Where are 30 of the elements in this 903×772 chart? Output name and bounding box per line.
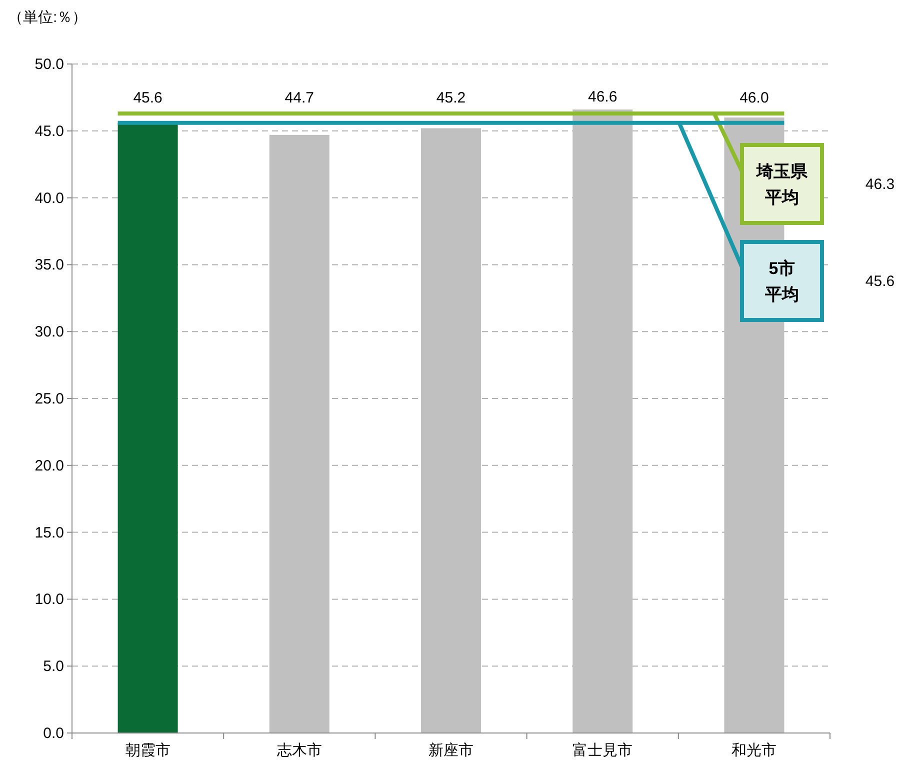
- chart-title: （単位:％）: [8, 9, 88, 26]
- x-tick-label: 朝霞市: [125, 742, 170, 759]
- y-tick-label: 30.0: [34, 324, 64, 341]
- data-label: 44.7: [284, 90, 314, 107]
- y-tick-label: 35.0: [34, 256, 64, 274]
- y-tick-label: 45.0: [34, 122, 64, 140]
- bar: [118, 122, 178, 733]
- text: 45.6: [865, 273, 895, 290]
- y-tick-label: 20.0: [34, 457, 64, 474]
- x-tick-label: 和光市: [732, 742, 777, 759]
- y-tick-label: 50.0: [34, 56, 64, 73]
- x-tick-label: 志木市: [276, 742, 322, 759]
- data-label: 45.2: [436, 90, 466, 107]
- y-tick-label: 15.0: [34, 524, 64, 542]
- data-label: 46.0: [740, 90, 769, 107]
- x-tick-label: 富士見市: [572, 742, 633, 759]
- y-tick-label: 25.0: [34, 390, 64, 408]
- data-label: 46.6: [588, 88, 618, 106]
- data-label: 45.6: [133, 90, 162, 107]
- bar: [572, 109, 633, 733]
- y-tick-label: 10.0: [34, 591, 64, 608]
- ref-line-label: 5市平均: [764, 259, 799, 304]
- y-tick-label: 0.0: [43, 725, 64, 742]
- ref-line-label: 埼玉県平均: [756, 162, 808, 207]
- text: 46.3: [865, 176, 895, 193]
- bar: [269, 134, 330, 733]
- y-tick-label: 5.0: [43, 658, 64, 676]
- bar: [421, 128, 481, 733]
- y-tick-label: 40.0: [34, 190, 64, 207]
- x-tick-label: 新座市: [428, 742, 474, 759]
